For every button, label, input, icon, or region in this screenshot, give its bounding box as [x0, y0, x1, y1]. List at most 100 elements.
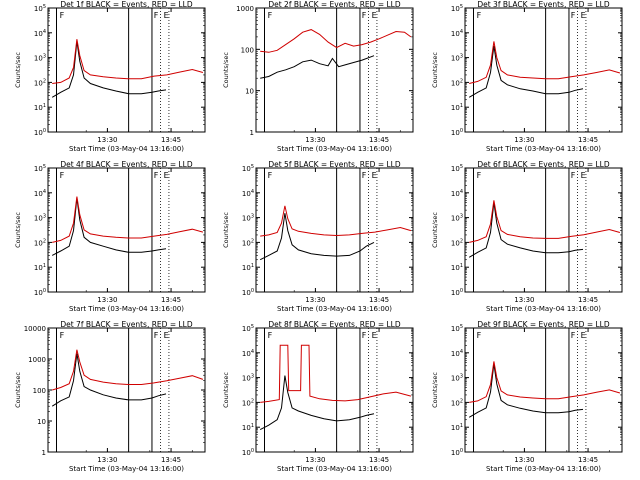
- chart-panel: Det 5f BLACK = Events, RED = LLD 100 101 10…: [222, 160, 414, 313]
- chart-panel: Det 3f BLACK = Events, RED = LLD 100 101 10…: [431, 0, 623, 153]
- chart-title: Det 3f BLACK = Events, RED = LLD: [477, 0, 610, 9]
- y-tick-label: 104: [34, 29, 46, 38]
- interval-marker-letter: F: [60, 171, 65, 180]
- y-tick-label: 10: [245, 88, 254, 96]
- y-tick-label: 103: [34, 214, 46, 223]
- lld-series-line: [260, 205, 412, 237]
- y-tick-label: 105: [242, 324, 254, 333]
- y-tick-label: 101: [242, 423, 254, 432]
- x-tick-label: 13:45: [161, 296, 181, 304]
- y-tick-label: 103: [451, 214, 463, 223]
- interval-marker-letter: F: [268, 171, 273, 180]
- y-tick-label: 103: [242, 374, 254, 383]
- interval-marker-letter: E: [164, 11, 169, 20]
- chart-panel: Det 2f BLACK = Events, RED = LLD 1 10 100 10…: [222, 0, 414, 153]
- interval-marker-letter: E: [581, 11, 586, 20]
- events-series-line: [468, 202, 584, 258]
- interval-marker-letter: F: [154, 171, 159, 180]
- y-tick-label: 105: [34, 4, 46, 13]
- y-axis-label: Counts/sec: [222, 52, 230, 88]
- plot-frame: [464, 167, 623, 293]
- y-tick-label: 101: [451, 263, 463, 272]
- y-tick-label: 100: [242, 288, 254, 297]
- chart-title: Det 5f BLACK = Events, RED = LLD: [268, 160, 401, 169]
- x-axis-label: Start Time (03-May-04 13:16:00): [69, 305, 184, 313]
- y-tick-label: 101: [451, 423, 463, 432]
- events-series-line: [468, 364, 584, 418]
- interval-marker-letter: F: [154, 11, 159, 20]
- lld-series-line: [469, 41, 621, 84]
- chart-panel: Det 9f BLACK = Events, RED = LLD 100 101 10…: [431, 320, 623, 473]
- y-axis-label: Counts/sec: [222, 372, 230, 408]
- lld-series-line: [52, 196, 204, 243]
- y-axis-label: Counts/sec: [222, 212, 230, 248]
- x-axis-label: Start Time (03-May-04 13:16:00): [486, 145, 601, 153]
- interval-marker-letter: F: [60, 11, 65, 20]
- chart-title: Det 2f BLACK = Events, RED = LLD: [268, 0, 401, 9]
- x-tick-label: 13:30: [305, 296, 325, 304]
- plot-frame: [255, 167, 414, 293]
- x-tick-label: 13:30: [305, 136, 325, 144]
- y-tick-label: 105: [451, 324, 463, 333]
- chart-title: Det 1f BLACK = Events, RED = LLD: [60, 0, 193, 9]
- interval-marker-letter: E: [372, 11, 377, 20]
- y-axis-label: Counts/sec: [431, 52, 439, 88]
- x-tick-label: 13:45: [369, 456, 389, 464]
- x-tick-label: 13:45: [161, 456, 181, 464]
- chart-title: Det 7f BLACK = Events, RED = LLD: [60, 320, 193, 329]
- events-series-line: [51, 41, 167, 98]
- x-tick-label: 13:30: [97, 136, 117, 144]
- events-series-line: [468, 45, 584, 98]
- y-tick-label: 104: [242, 349, 254, 358]
- y-tick-label: 100: [33, 387, 46, 395]
- y-tick-label: 104: [34, 189, 46, 198]
- y-tick-label: 10000: [24, 325, 46, 333]
- x-axis-label: Start Time (03-May-04 13:16:00): [69, 465, 184, 473]
- lld-series-line: [52, 349, 204, 391]
- y-tick-label: 105: [451, 164, 463, 173]
- plot-frame: [464, 7, 623, 133]
- x-tick-label: 13:45: [578, 296, 598, 304]
- lld-series-line: [469, 200, 621, 243]
- chart-title: Det 6f BLACK = Events, RED = LLD: [477, 160, 610, 169]
- x-tick-label: 13:30: [305, 456, 325, 464]
- x-tick-label: 13:45: [161, 136, 181, 144]
- y-axis-label: Counts/sec: [431, 212, 439, 248]
- events-series-line: [260, 55, 375, 79]
- y-tick-label: 104: [242, 189, 254, 198]
- y-tick-label: 102: [242, 398, 254, 407]
- interval-marker-letter: E: [164, 171, 169, 180]
- chart-panel: Det 6f BLACK = Events, RED = LLD 100 101 10…: [431, 160, 623, 313]
- x-tick-label: 13:45: [578, 456, 598, 464]
- plot-frame: [47, 327, 206, 453]
- interval-marker-letter: F: [268, 11, 273, 20]
- y-tick-label: 104: [451, 349, 463, 358]
- chart-title: Det 4f BLACK = Events, RED = LLD: [60, 160, 193, 169]
- y-tick-label: 103: [451, 54, 463, 63]
- y-tick-label: 103: [451, 374, 463, 383]
- x-axis-label: Start Time (03-May-04 13:16:00): [277, 305, 392, 313]
- interval-marker-letter: F: [362, 171, 367, 180]
- y-tick-label: 105: [242, 164, 254, 173]
- y-tick-label: 100: [242, 448, 254, 457]
- events-series-line: [259, 375, 375, 431]
- y-tick-label: 105: [451, 4, 463, 13]
- y-tick-label: 105: [34, 164, 46, 173]
- x-tick-label: 13:45: [369, 296, 389, 304]
- x-axis-label: Start Time (03-May-04 13:16:00): [277, 465, 392, 473]
- y-tick-label: 103: [34, 54, 46, 63]
- y-tick-label: 1: [42, 449, 46, 457]
- chart-panel: Det 1f BLACK = Events, RED = LLD 100 101 10…: [14, 0, 206, 153]
- interval-marker-letter: E: [372, 171, 377, 180]
- plot-frame: [464, 327, 623, 453]
- chart-panel: Det 4f BLACK = Events, RED = LLD 100 101 10…: [14, 160, 206, 313]
- y-axis-label: Counts/sec: [14, 52, 22, 88]
- lld-series-line: [52, 39, 204, 84]
- chart-title: Det 8f BLACK = Events, RED = LLD: [268, 320, 401, 329]
- events-series-line: [259, 213, 375, 261]
- x-axis-label: Start Time (03-May-04 13:16:00): [69, 145, 184, 153]
- y-tick-label: 101: [34, 263, 46, 272]
- y-tick-label: 100: [34, 288, 46, 297]
- y-tick-label: 100: [241, 46, 254, 54]
- y-axis-label: Counts/sec: [14, 212, 22, 248]
